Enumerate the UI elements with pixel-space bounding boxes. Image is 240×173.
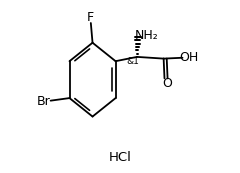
Text: F: F <box>87 11 94 24</box>
Text: &1: &1 <box>126 57 139 66</box>
Text: Br: Br <box>37 95 51 108</box>
Text: O: O <box>162 77 172 90</box>
Text: NH₂: NH₂ <box>135 29 159 42</box>
Text: HCl: HCl <box>108 151 132 164</box>
Text: OH: OH <box>180 51 199 64</box>
